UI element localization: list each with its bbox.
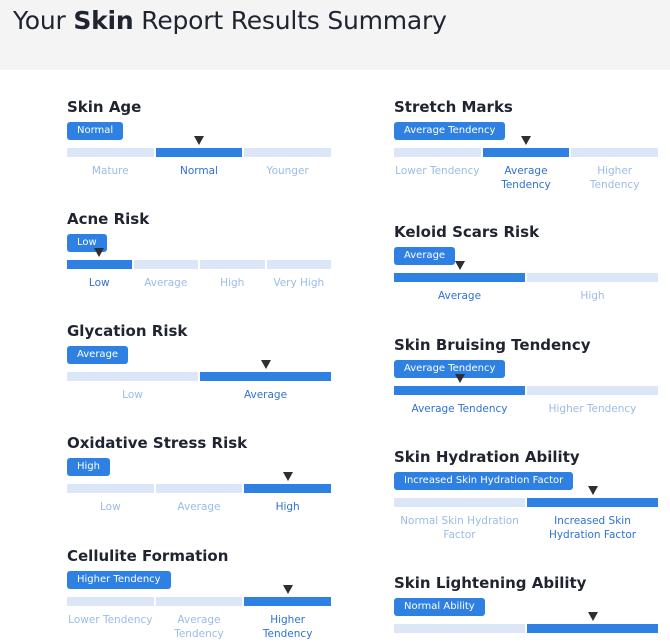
scale-label: Higher Tendency: [262, 614, 313, 640]
result-badge: Average: [394, 247, 456, 265]
scale-label: High: [580, 290, 605, 302]
scale-segment-active: [394, 386, 525, 395]
metric-title: Cellulite Formation: [67, 547, 229, 565]
report-header: Your Skin Report Results Summary: [0, 0, 670, 70]
position-marker-icon: [454, 261, 465, 270]
position-marker-icon: [282, 472, 293, 481]
scale-track: [394, 386, 658, 395]
scale-track: [394, 148, 658, 157]
metric-title: Acne Risk: [67, 210, 150, 228]
scale-label: Mature: [91, 165, 129, 177]
scale-label: High: [275, 501, 300, 513]
metric-title: Skin Lightening Ability: [394, 574, 587, 592]
scale-track: [394, 624, 658, 633]
page-title: Your Skin Report Results Summary: [13, 6, 447, 35]
scale-label: Lower Tendency: [68, 614, 153, 626]
scale-segment: [67, 597, 154, 606]
position-marker-icon: [587, 486, 598, 495]
result-badge: Normal Ability: [394, 598, 485, 616]
position-marker-icon: [194, 136, 204, 145]
scale-segment: [155, 484, 243, 493]
scale-segment: [527, 386, 658, 395]
scale-segment: [67, 484, 154, 493]
scale-track: [67, 372, 331, 381]
scale-label: Increased Skin Hydration Factor: [548, 515, 637, 541]
scale-label: Lower Tendency: [395, 165, 480, 177]
scale-label: Low: [88, 277, 110, 289]
position-marker-icon: [587, 612, 598, 621]
scale-segment-active: [244, 484, 331, 493]
scale-label: Average Tendency: [501, 165, 551, 191]
position-marker-icon: [94, 248, 105, 257]
metric-title: Glycation Risk: [67, 322, 188, 340]
metric-title: Stretch Marks: [394, 98, 513, 116]
metric-title: Skin Age: [67, 98, 142, 116]
scale-segment: [394, 498, 525, 507]
result-badge: High: [67, 458, 110, 476]
metric-title: Oxidative Stress Risk: [67, 434, 248, 452]
scale-segment: [571, 148, 658, 157]
position-marker-icon: [521, 136, 531, 145]
scale-track: [67, 260, 331, 269]
metric-title: Skin Hydration Ability: [394, 448, 580, 466]
result-badge: Normal: [67, 122, 124, 140]
scale-segment-active: [527, 498, 658, 507]
metric-title: Skin Bruising Tendency: [394, 336, 591, 354]
scale-label: Higher Tendency: [589, 165, 640, 191]
scale-segment-active: [482, 148, 570, 157]
scale-segment: [67, 372, 198, 381]
scale-label: Average Tendency: [411, 403, 508, 415]
scale-segment-active: [394, 273, 525, 282]
result-badge: Average: [67, 346, 129, 364]
scale-track: [394, 273, 658, 282]
scale-segment: [155, 597, 243, 606]
scale-segment: [67, 148, 154, 157]
metric-title: Keloid Scars Risk: [394, 223, 540, 241]
scale-segment: [394, 624, 525, 633]
scale-segment-active: [155, 148, 243, 157]
position-marker-icon: [282, 585, 293, 594]
scale-track: [394, 498, 658, 507]
scale-label: Average Tendency: [174, 614, 224, 640]
scale-segment: [133, 260, 198, 269]
scale-segment: [200, 260, 265, 269]
scale-label: Normal Skin Hydration Factor: [400, 515, 519, 541]
scale-segment-active: [67, 260, 132, 269]
scale-segment: [527, 273, 658, 282]
position-marker-icon: [454, 374, 465, 383]
scale-label: Very High: [273, 277, 325, 289]
scale-label: Average: [437, 290, 482, 302]
result-badge: Low: [67, 234, 107, 252]
result-badge: Average Tendency: [394, 360, 506, 378]
scale-track: [67, 597, 331, 606]
result-badge: Increased Skin Hydration Factor: [394, 472, 574, 490]
scale-label: Average: [144, 277, 188, 289]
scale-segment: [244, 148, 331, 157]
scale-label: Normal: [179, 165, 218, 177]
scale-label: Low: [122, 389, 143, 401]
position-marker-icon: [260, 360, 271, 369]
scale-label: Average: [243, 389, 288, 401]
result-badge: Higher Tendency: [67, 571, 171, 589]
scale-segment: [266, 260, 331, 269]
scale-track: [67, 484, 331, 493]
scale-label: Low: [99, 501, 121, 513]
scale-segment-active: [244, 597, 331, 606]
scale-segment: [394, 148, 481, 157]
scale-segment-active: [200, 372, 331, 381]
scale-track: [67, 148, 331, 157]
scale-label: Average: [177, 501, 221, 513]
scale-label: Younger: [266, 165, 309, 177]
scale-segment-active: [527, 624, 658, 633]
result-badge: Average Tendency: [394, 122, 506, 140]
scale-label: Higher Tendency: [548, 403, 637, 415]
scale-label: High: [220, 277, 245, 289]
